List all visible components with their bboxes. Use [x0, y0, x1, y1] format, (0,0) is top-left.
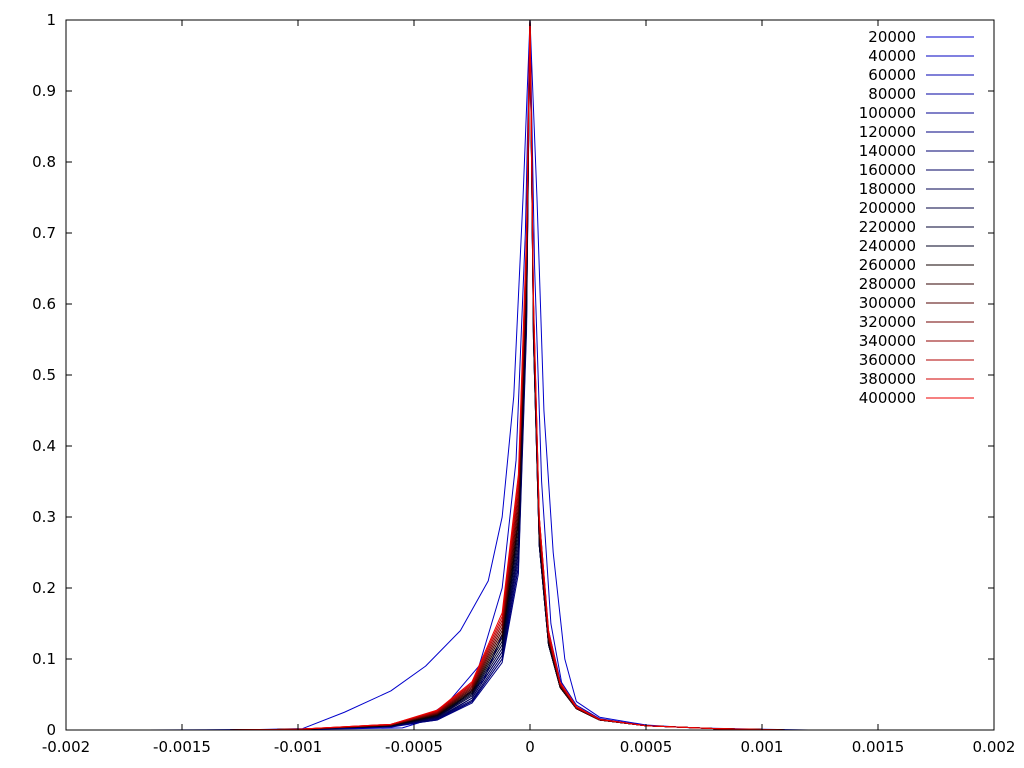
x-axis: -0.002 -0.0015 -0.001 -0.0005 0 0.0005 0.001 0.… [42, 20, 1016, 756]
y-tick-label: 0.8 [32, 153, 56, 171]
legend: 2000040000600008000010000012000014000016… [859, 28, 974, 407]
legend-label: 220000 [859, 218, 916, 236]
x-tick-label: 0.0015 [852, 738, 905, 756]
legend-label: 340000 [859, 332, 916, 350]
x-tick-label: 0.001 [741, 738, 784, 756]
legend-label: 200000 [859, 199, 916, 217]
y-axis: 0 0.1 0.2 0.3 0.4 0.5 0.6 0.7 0.8 0.9 1 [32, 11, 994, 739]
legend-label: 160000 [859, 161, 916, 179]
legend-label: 360000 [859, 351, 916, 369]
legend-label: 400000 [859, 389, 916, 407]
y-tick-label: 0.6 [32, 295, 56, 313]
legend-label: 240000 [859, 237, 916, 255]
legend-label: 20000 [868, 28, 916, 46]
legend-label: 100000 [859, 104, 916, 122]
x-tick-label: -0.0015 [153, 738, 211, 756]
legend-label: 260000 [859, 256, 916, 274]
legend-label: 380000 [859, 370, 916, 388]
legend-label: 120000 [859, 123, 916, 141]
x-tick-label: -0.002 [42, 738, 90, 756]
legend-label: 300000 [859, 294, 916, 312]
y-tick-label: 1 [46, 11, 56, 29]
y-tick-label: 0.4 [32, 437, 56, 455]
y-tick-label: 0 [46, 721, 56, 739]
x-tick-label: 0.0005 [620, 738, 673, 756]
y-tick-label: 0.1 [32, 650, 56, 668]
series-line-20000 [147, 19, 809, 731]
y-tick-label: 0.9 [32, 82, 56, 100]
series-layer [147, 19, 809, 731]
legend-label: 320000 [859, 313, 916, 331]
y-tick-label: 0.2 [32, 579, 56, 597]
y-tick-label: 0.5 [32, 366, 56, 384]
x-tick-label: 0 [525, 738, 535, 756]
x-tick-label: -0.0005 [385, 738, 443, 756]
legend-label: 180000 [859, 180, 916, 198]
x-tick-label: 0.002 [973, 738, 1016, 756]
legend-label: 40000 [868, 47, 916, 65]
legend-label: 60000 [868, 66, 916, 84]
legend-label: 140000 [859, 142, 916, 160]
legend-label: 280000 [859, 275, 916, 293]
series-line-400000 [228, 19, 786, 731]
x-tick-label: -0.001 [274, 738, 322, 756]
legend-label: 80000 [868, 85, 916, 103]
y-tick-label: 0.3 [32, 508, 56, 526]
y-tick-label: 0.7 [32, 224, 56, 242]
